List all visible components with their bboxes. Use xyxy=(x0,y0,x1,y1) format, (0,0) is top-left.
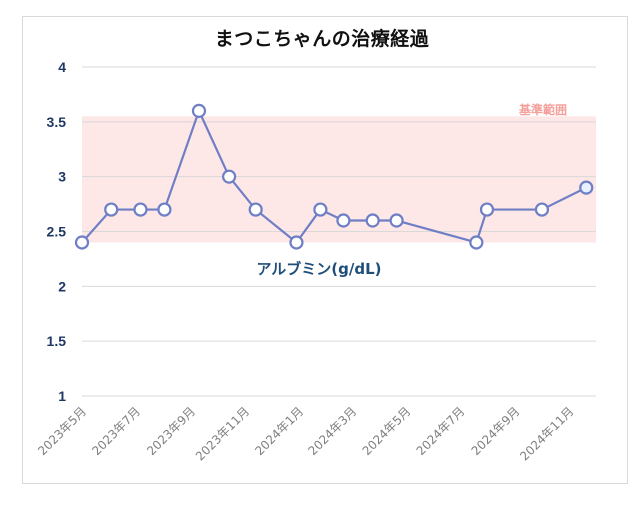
data-point xyxy=(104,202,119,217)
y-tick-label: 2 xyxy=(58,278,66,294)
data-point xyxy=(157,202,172,217)
data-point xyxy=(313,202,328,217)
x-tick-label: 2023年11月 xyxy=(193,404,252,463)
x-tick-label: 2024年11月 xyxy=(517,404,576,463)
chart-frame xyxy=(22,16,628,484)
x-tick-label: 2024年9月 xyxy=(469,404,523,458)
x-tick-label: 2023年5月 xyxy=(35,404,89,458)
data-point xyxy=(248,202,263,217)
y-tick-label: 4 xyxy=(58,59,66,75)
x-tick-label: 2024年3月 xyxy=(306,404,360,458)
y-tick-label: 3 xyxy=(58,169,66,185)
y-tick-label: 2.5 xyxy=(47,224,67,240)
data-point xyxy=(191,103,207,118)
data-point xyxy=(222,169,237,184)
data-point xyxy=(579,180,594,195)
y-tick-label: 1.5 xyxy=(47,333,67,349)
chart-title: まつこちゃんの治療経過 xyxy=(214,28,430,50)
x-tick-label: 2024年5月 xyxy=(360,404,414,458)
data-point xyxy=(133,202,148,217)
x-tick-label: 2024年1月 xyxy=(252,404,306,458)
data-point xyxy=(389,213,404,228)
x-tick-label: 2024年7月 xyxy=(414,404,468,458)
data-point xyxy=(479,202,495,217)
data-point xyxy=(336,213,351,228)
x-tick-label: 2023年9月 xyxy=(144,404,198,458)
y-tick-label: 1 xyxy=(58,388,66,404)
data-point xyxy=(365,213,380,228)
data-point xyxy=(469,235,484,250)
x-tick-label: 2023年7月 xyxy=(89,404,143,458)
y-tick-label: 3.5 xyxy=(47,114,67,130)
data-point xyxy=(534,202,550,217)
data-point xyxy=(74,235,90,250)
series-line xyxy=(81,109,587,244)
reference-band-label: 基準範囲 xyxy=(518,102,567,117)
series-label: アルブミン(g/dL) xyxy=(256,260,381,278)
data-point xyxy=(289,235,304,250)
